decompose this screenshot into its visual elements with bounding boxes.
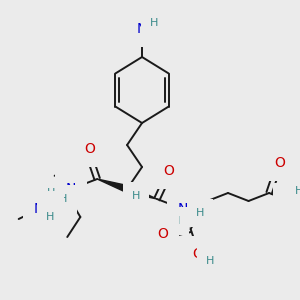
Text: N: N bbox=[66, 182, 76, 196]
Polygon shape bbox=[126, 186, 157, 199]
Text: O: O bbox=[163, 164, 174, 178]
Text: H: H bbox=[295, 186, 300, 196]
Text: O: O bbox=[274, 156, 285, 170]
Text: H: H bbox=[172, 216, 180, 226]
Text: H: H bbox=[59, 194, 68, 204]
Text: O: O bbox=[157, 227, 168, 241]
Text: H: H bbox=[47, 188, 56, 198]
Text: H: H bbox=[196, 208, 204, 218]
Text: N: N bbox=[284, 194, 295, 208]
Text: H: H bbox=[206, 256, 214, 266]
Text: N: N bbox=[178, 202, 188, 216]
Polygon shape bbox=[97, 179, 128, 192]
Text: O: O bbox=[84, 142, 95, 156]
Text: H: H bbox=[46, 212, 55, 222]
Text: N: N bbox=[137, 22, 147, 36]
Text: H: H bbox=[126, 18, 134, 28]
Text: O: O bbox=[193, 247, 203, 261]
Text: H: H bbox=[132, 191, 141, 201]
Text: N: N bbox=[34, 202, 44, 216]
Text: H: H bbox=[150, 18, 158, 28]
Polygon shape bbox=[182, 201, 207, 212]
